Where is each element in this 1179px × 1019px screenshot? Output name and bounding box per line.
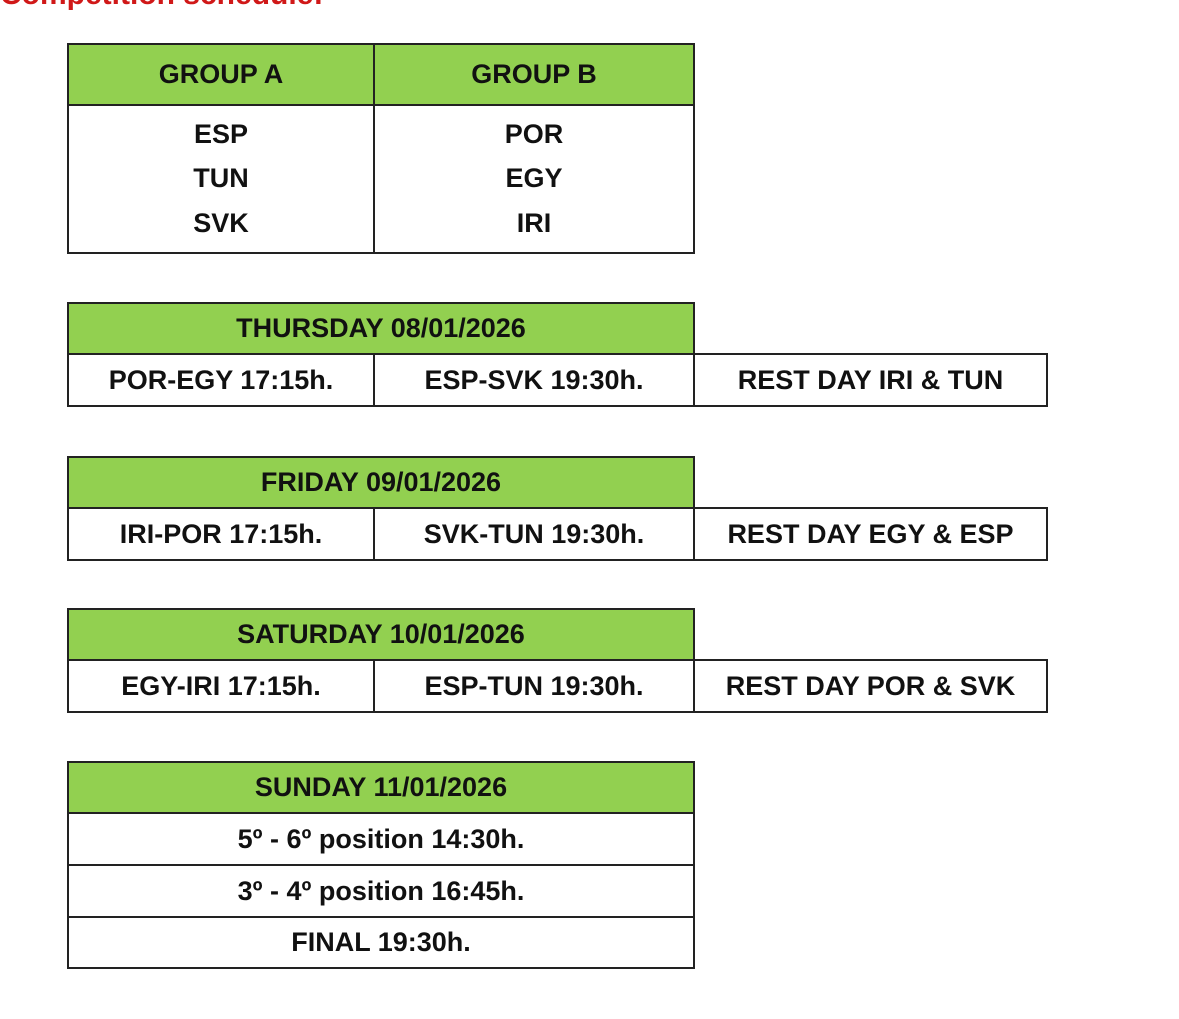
match-1: POR-EGY 17:15h. [67,353,375,407]
team: ESP [193,118,249,149]
day-header: FRIDAY 09/01/2026 [67,456,695,509]
group-b-teams: POR EGY IRI [373,104,695,254]
team: EGY [505,163,563,194]
match-2: ESP-SVK 19:30h. [373,353,695,407]
rest-day: REST DAY IRI & TUN [693,353,1048,407]
group-a-teams: ESP TUN SVK [67,104,375,254]
sunday-game: 3º - 4º position 16:45h. [67,864,695,918]
match-2: ESP-TUN 19:30h. [373,659,695,713]
group-a-header: GROUP A [67,43,375,106]
team: TUN [193,163,249,194]
day-header: THURSDAY 08/01/2026 [67,302,695,355]
team: POR [504,118,564,149]
team: SVK [193,208,249,239]
match-1: EGY-IRI 17:15h. [67,659,375,713]
team: IRI [516,208,552,239]
group-b-header: GROUP B [373,43,695,106]
day-header: SATURDAY 10/01/2026 [67,608,695,661]
rest-day: REST DAY POR & SVK [693,659,1048,713]
sunday-header: SUNDAY 11/01/2026 [67,761,695,814]
sunday-game: FINAL 19:30h. [67,916,695,969]
match-1: IRI-POR 17:15h. [67,507,375,561]
sunday-game: 5º - 6º position 14:30h. [67,812,695,866]
rest-day: REST DAY EGY & ESP [693,507,1048,561]
page-title: Competition schedule: [0,0,323,12]
match-2: SVK-TUN 19:30h. [373,507,695,561]
